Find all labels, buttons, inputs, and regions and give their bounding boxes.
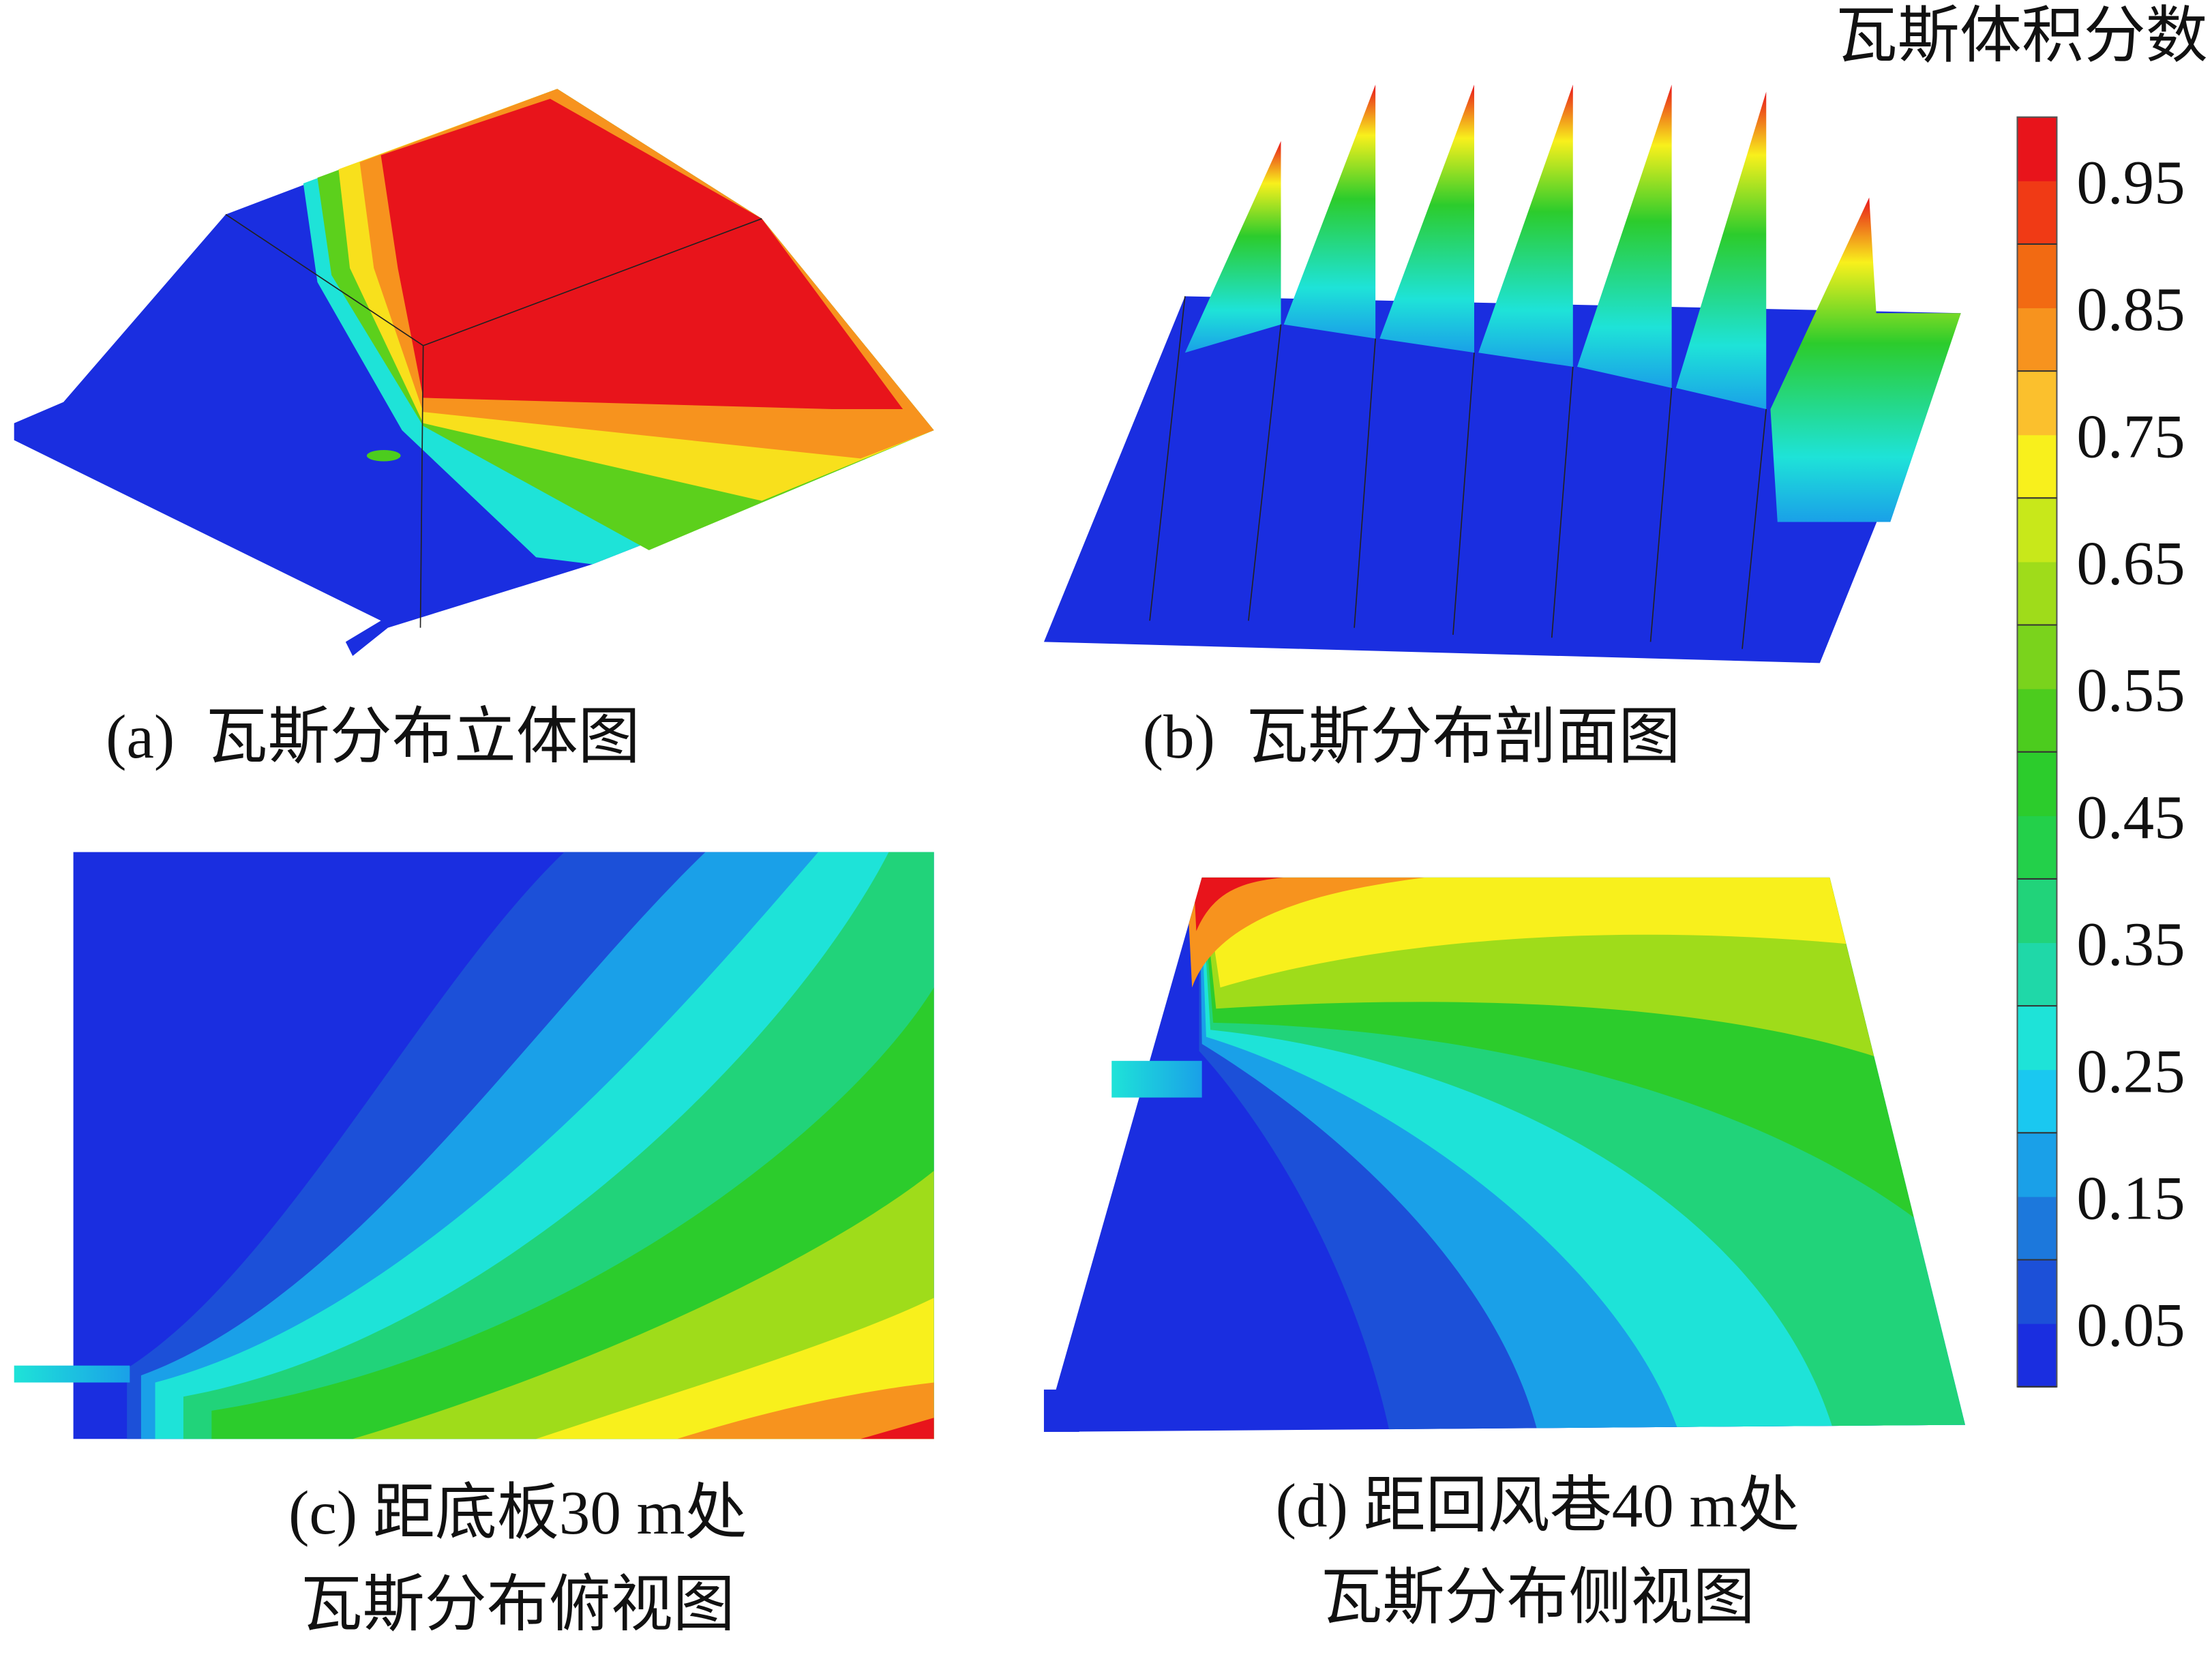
edge-line bbox=[225, 213, 762, 628]
tick-label: 0.65 bbox=[2076, 529, 2185, 598]
section bbox=[1770, 197, 1961, 522]
inlet bbox=[366, 449, 401, 462]
caption: 瓦斯分布侧视图 bbox=[1321, 1563, 1755, 1632]
colorbar-title: 瓦斯体积分数 bbox=[1836, 1, 2208, 70]
caption: (b) 瓦斯分布剖面图 bbox=[1143, 702, 1681, 771]
tick-label: 0.05 bbox=[2076, 1291, 2185, 1360]
color-band bbox=[2017, 815, 2057, 880]
panel-d bbox=[1043, 877, 1965, 1432]
color-band bbox=[2017, 371, 2057, 436]
color-band bbox=[2017, 625, 2057, 689]
color-band bbox=[2017, 243, 2057, 309]
color-band bbox=[2017, 1196, 2057, 1261]
inlet bbox=[14, 1365, 130, 1383]
colorbar: 0.05 0.15 0.25 0.35 0.45 0.55 0.65 0.75 0.85 0.95 bbox=[2016, 116, 2185, 1388]
section bbox=[1478, 85, 1573, 367]
caption: (c) 距底板30 m处 bbox=[288, 1478, 747, 1547]
section bbox=[1379, 85, 1474, 353]
color-band bbox=[2017, 434, 2057, 499]
color-band bbox=[2017, 1323, 2057, 1388]
section bbox=[1577, 85, 1672, 388]
panel-c bbox=[14, 852, 934, 1439]
edge-line bbox=[1149, 296, 1767, 649]
contour-region bbox=[380, 98, 903, 409]
tick-label: 0.45 bbox=[2076, 783, 2185, 852]
tick-label: 0.35 bbox=[2076, 910, 2185, 978]
color-band bbox=[2017, 688, 2057, 753]
tick-label: 0.15 bbox=[2076, 1164, 2185, 1233]
color-band bbox=[2017, 942, 2057, 1007]
panel-a bbox=[14, 89, 934, 657]
color-band bbox=[2017, 751, 2057, 816]
tick-label: 0.85 bbox=[2076, 275, 2185, 344]
tick-label: 0.75 bbox=[2076, 402, 2185, 470]
color-band bbox=[2017, 1133, 2057, 1197]
tick-label: 0.95 bbox=[2076, 148, 2185, 217]
section bbox=[1184, 140, 1281, 353]
tick-label: 0.25 bbox=[2076, 1036, 2185, 1105]
color-band bbox=[2017, 1069, 2057, 1134]
section bbox=[1675, 91, 1767, 409]
section bbox=[1283, 85, 1376, 339]
color-band bbox=[2017, 561, 2057, 626]
color-band bbox=[2017, 498, 2057, 563]
caption: (d) 距回风巷40 m处 bbox=[1276, 1471, 1800, 1540]
tick-label: 0.55 bbox=[2076, 656, 2185, 725]
outlet bbox=[1043, 1389, 1079, 1432]
color-band bbox=[2017, 1006, 2057, 1071]
color-band bbox=[2017, 180, 2057, 245]
caption: (a) 瓦斯分布立体图 bbox=[106, 702, 640, 771]
contour-region bbox=[677, 1382, 934, 1439]
color-band bbox=[2017, 117, 2057, 181]
caption: 瓦斯分布俯视图 bbox=[301, 1570, 735, 1639]
color-band bbox=[2017, 308, 2057, 372]
color-band bbox=[2017, 1259, 2057, 1324]
inlet bbox=[1111, 1060, 1202, 1098]
color-band bbox=[2017, 878, 2057, 944]
panel-b bbox=[1043, 85, 1961, 663]
